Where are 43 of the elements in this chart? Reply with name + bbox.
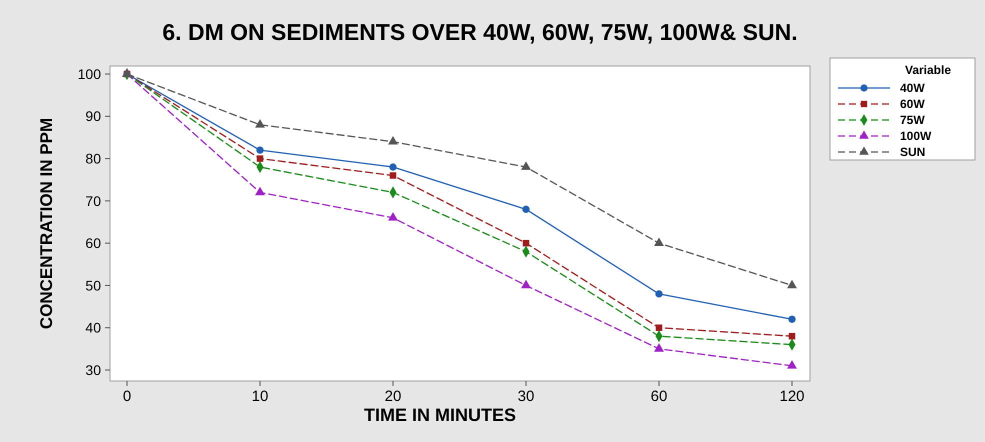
y-tick-label: 60 <box>85 235 102 252</box>
point <box>256 146 264 154</box>
legend-label: 75W <box>900 113 926 128</box>
legend-title: Variable <box>904 63 952 77</box>
x-tick-label: 30 <box>518 388 534 405</box>
point <box>654 237 664 246</box>
point <box>522 240 530 246</box>
point <box>255 186 265 196</box>
point <box>521 280 531 288</box>
point <box>390 172 396 179</box>
point <box>788 316 796 323</box>
y-tick-label: 80 <box>85 150 102 166</box>
x-axis-title: TIME IN MINUTES <box>364 405 516 425</box>
chart-title: 6. DM ON SEDIMENTS OVER 40W, 60W, 75W, 100W& SUN. <box>162 19 798 45</box>
point <box>787 280 797 288</box>
x-tick-label: 10 <box>252 388 268 405</box>
y-tick-label: 50 <box>85 277 102 294</box>
y-tick-label: 40 <box>85 320 102 336</box>
point <box>388 136 398 145</box>
point <box>389 163 397 171</box>
point <box>522 206 530 213</box>
legend-label: 100W <box>900 129 932 144</box>
y-tick-label: 100 <box>78 66 102 82</box>
x-tick-label: 20 <box>384 388 402 405</box>
y-axis-title: CONCENTRATION IN PPM <box>37 118 56 330</box>
point <box>256 155 264 162</box>
point <box>655 290 663 298</box>
x-tick-label: 0 <box>122 388 132 405</box>
point <box>788 332 796 340</box>
point <box>521 161 531 170</box>
legend-label: 40W <box>900 81 926 96</box>
y-tick-label: 70 <box>85 192 102 209</box>
legend-label: 60W <box>900 97 926 112</box>
y-tick-label: 30 <box>85 362 102 378</box>
point <box>255 119 265 128</box>
legend-label: SUN <box>900 145 926 160</box>
x-tick-label: 60 <box>650 388 668 405</box>
point <box>654 343 664 352</box>
y-tick-label: 90 <box>85 108 102 124</box>
x-tick-label: 120 <box>779 388 805 405</box>
point <box>656 324 662 331</box>
point <box>388 212 398 221</box>
point <box>787 360 797 369</box>
